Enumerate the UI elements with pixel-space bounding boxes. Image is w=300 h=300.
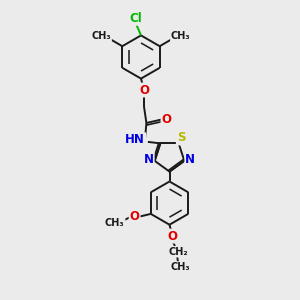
Text: O: O <box>161 113 172 126</box>
Text: N: N <box>144 153 154 166</box>
Text: CH₃: CH₃ <box>105 218 124 229</box>
Text: Cl: Cl <box>129 12 142 25</box>
Text: S: S <box>177 131 185 145</box>
Text: CH₃: CH₃ <box>92 31 111 41</box>
Text: HN: HN <box>125 133 145 146</box>
Text: O: O <box>130 210 140 224</box>
Text: CH₃: CH₃ <box>171 31 190 41</box>
Text: CH₃: CH₃ <box>170 262 190 272</box>
Text: N: N <box>185 153 195 166</box>
Text: O: O <box>139 83 149 97</box>
Text: CH₂: CH₂ <box>169 247 188 257</box>
Text: O: O <box>167 230 178 243</box>
